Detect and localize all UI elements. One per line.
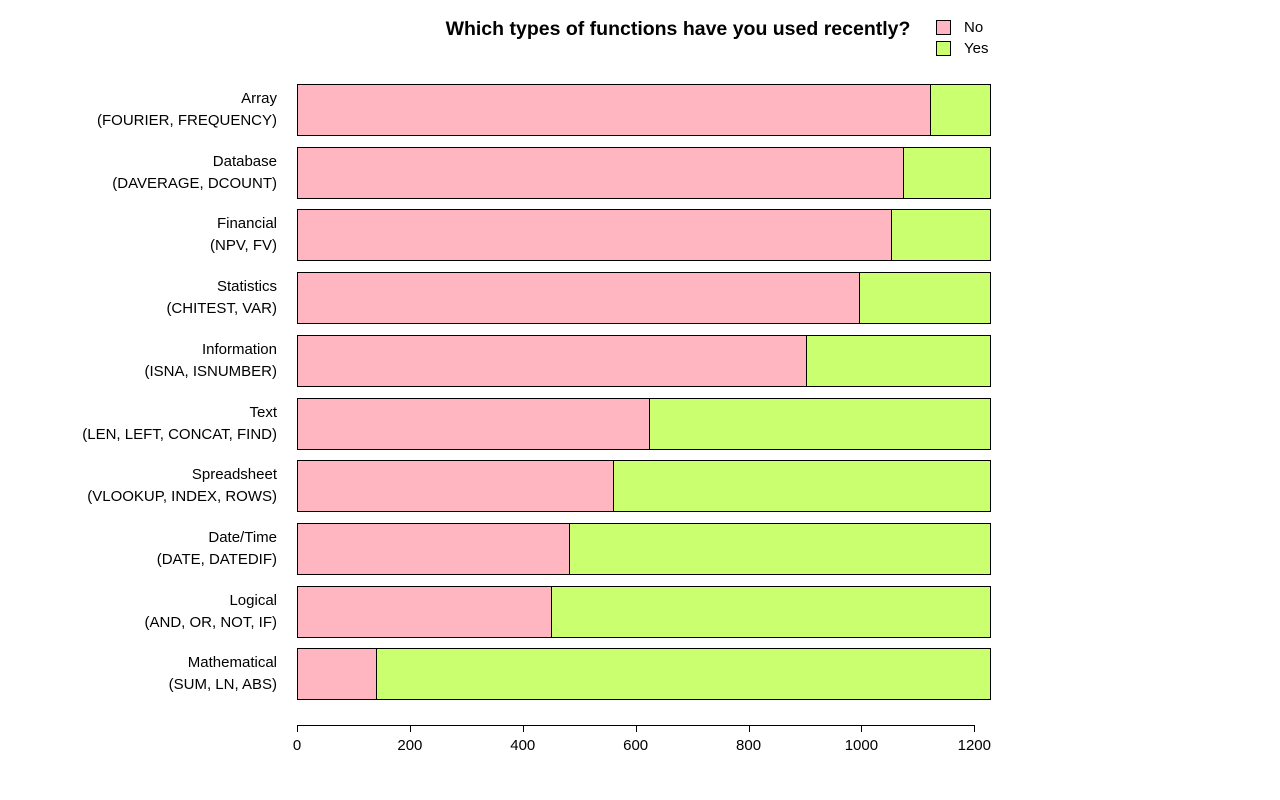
bar-financial [297,209,991,262]
segment-yes-financial [891,209,991,262]
x-axis-tick [522,725,524,732]
bar-mathematical [297,648,991,701]
category-detail: (VLOOKUP, INDEX, ROWS) [87,488,277,506]
legend-item-yes: Yes [936,38,988,59]
x-axis-tick-label: 1000 [844,737,879,754]
category-name: Database [212,152,277,170]
bar-statistics [297,272,991,325]
category-label-date-time: Date/Time (DATE, DATEDIF) [0,523,277,575]
bar-array [297,84,991,136]
x-axis-tick-label: 1200 [957,737,991,754]
category-label-mathematical: Mathematical (SUM, LN, ABS) [0,648,277,700]
x-axis-tick [635,725,637,732]
legend-label-yes: Yes [964,40,989,57]
bar-logical [297,585,991,638]
segment-no-date-time [297,522,570,575]
legend: No Yes [936,17,988,59]
category-detail: (DAVERAGE, DCOUNT) [112,174,277,192]
category-detail: (AND, OR, NOT, IF) [144,613,278,631]
x-axis-tick [861,725,863,732]
segment-no-information [297,334,807,387]
chart-title: Which types of functions have you used r… [445,18,911,40]
segment-no-array [297,84,931,136]
segment-no-financial [297,209,892,262]
category-name: Information [201,340,277,358]
category-name: Mathematical [187,654,277,672]
category-label-statistics: Statistics (CHITEST, VAR) [0,272,277,324]
segment-yes-information [806,334,991,387]
x-axis-tick [297,725,298,732]
category-label-text: Text (LEN, LEFT, CONCAT, FIND) [0,398,277,450]
segment-yes-logical [551,585,991,638]
category-detail: (DATE, DATEDIF) [156,550,277,568]
category-label-spreadsheet: Spreadsheet (VLOOKUP, INDEX, ROWS) [0,460,277,512]
x-axis-tick [974,725,976,732]
category-name: Financial [216,215,277,233]
segment-no-statistics [297,272,860,325]
segment-yes-date-time [569,522,991,575]
legend-label-no: No [964,19,984,36]
segment-yes-statistics [859,272,991,325]
category-name: Array [241,90,277,107]
segment-yes-database [903,146,991,199]
x-axis-tick [409,725,411,732]
x-axis-tick-label: 800 [736,737,762,754]
category-label-financial: Financial (NPV, FV) [0,209,277,261]
segment-no-database [297,146,904,199]
bar-spreadsheet [297,460,991,513]
x-axis-tick-label: 200 [397,737,423,754]
category-name: Text [249,403,277,421]
category-label-information: Information (ISNA, ISNUMBER) [0,335,277,387]
category-name: Spreadsheet [191,466,277,484]
category-name: Date/Time [208,528,277,546]
legend-swatch-yes [936,41,951,56]
bar-database [297,146,991,199]
bar-date-time [297,522,991,575]
x-axis-tick-label: 600 [623,737,649,754]
segment-yes-spreadsheet [613,460,991,513]
category-detail: (FOURIER, FREQUENCY) [97,112,277,129]
segment-yes-mathematical [376,648,991,701]
category-detail: (LEN, LEFT, CONCAT, FIND) [82,425,277,443]
bar-information [297,334,991,387]
x-axis-tick [748,725,750,732]
category-detail: (SUM, LN, ABS) [168,676,277,694]
category-detail: (ISNA, ISNUMBER) [144,362,277,380]
category-label-logical: Logical (AND, OR, NOT, IF) [0,586,278,638]
category-detail: (CHITEST, VAR) [166,300,277,318]
category-detail: (NPV, FV) [210,237,277,255]
category-label-database: Database (DAVERAGE, DCOUNT) [0,147,277,199]
category-name: Statistics [216,278,277,296]
x-axis-tick-label: 0 [292,737,302,754]
segment-yes-array [930,84,991,136]
segment-no-spreadsheet [297,460,614,513]
segment-no-logical [297,585,552,638]
segment-no-text [297,397,650,450]
legend-item-no: No [936,17,988,38]
bar-text [297,397,991,450]
segment-yes-text [649,397,991,450]
x-axis-tick-label: 400 [510,737,536,754]
category-name: Logical [229,591,277,609]
segment-no-mathematical [297,648,377,701]
legend-swatch-no [936,20,951,35]
category-label-array: Array (FOURIER, FREQUENCY) [0,84,277,136]
